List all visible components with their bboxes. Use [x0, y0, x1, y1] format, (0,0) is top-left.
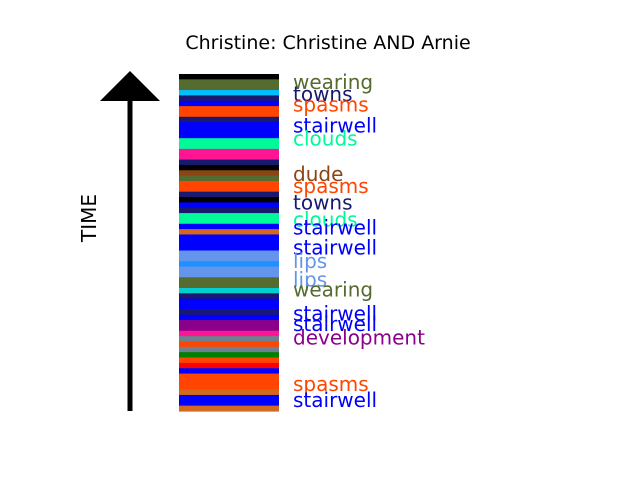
segment-label: spasms — [293, 92, 369, 116]
time-segment — [179, 186, 279, 193]
time-segment — [179, 154, 279, 161]
segment-label: stairwell — [293, 388, 377, 412]
time-segment — [179, 234, 279, 241]
segment-label: stairwell — [293, 301, 377, 325]
time-segment — [179, 148, 279, 155]
time-segment — [179, 389, 279, 396]
time-segment — [179, 277, 279, 284]
time-segment — [179, 298, 279, 305]
time-segment — [179, 218, 279, 225]
segment-label: stairwell — [293, 236, 377, 260]
time-segment — [179, 287, 279, 294]
time-arrow — [100, 71, 160, 411]
time-segment — [179, 362, 279, 369]
segment-label: stairwell — [293, 215, 377, 239]
time-segment — [179, 213, 279, 220]
time-segment — [179, 341, 279, 348]
segment-label: clouds — [293, 208, 358, 232]
time-arrow-head — [100, 71, 160, 101]
segment-stack — [179, 74, 279, 412]
time-segment — [179, 127, 279, 134]
time-segment — [179, 271, 279, 278]
time-segment — [179, 95, 279, 102]
time-segment — [179, 111, 279, 118]
time-segment — [179, 378, 279, 385]
time-segment — [179, 122, 279, 129]
segment-label: stairwell — [293, 312, 377, 336]
time-segment — [179, 373, 279, 380]
time-segment — [179, 384, 279, 391]
time-segment — [179, 346, 279, 353]
time-segment — [179, 325, 279, 332]
segment-label: dude — [293, 162, 343, 186]
time-segment — [179, 304, 279, 310]
time-segment — [179, 202, 279, 209]
y-axis-title: TIME — [77, 194, 101, 243]
segment-label: wearing — [293, 278, 373, 302]
time-segment — [179, 330, 279, 337]
time-segment — [179, 100, 279, 107]
time-segment — [179, 79, 279, 86]
time-segment — [179, 170, 279, 177]
time-segment — [179, 400, 279, 407]
time-segment — [179, 74, 279, 80]
time-segment — [179, 266, 279, 273]
time-segment — [179, 405, 279, 412]
time-segment — [179, 261, 279, 268]
time-segment — [179, 357, 279, 364]
time-segment — [179, 159, 279, 166]
chart-title: Christine: Christine AND Arnie — [185, 32, 470, 54]
time-segment — [179, 223, 279, 230]
time-segment — [179, 143, 279, 150]
segment-label: spasms — [293, 372, 369, 396]
segment-label: clouds — [293, 127, 358, 151]
time-segment — [179, 175, 279, 182]
segment-label: stairwell — [293, 114, 377, 138]
time-segment — [179, 239, 279, 246]
segment-label: spasms — [293, 174, 369, 198]
time-segment — [179, 352, 279, 359]
time-segment — [179, 90, 279, 96]
time-segment — [179, 207, 279, 214]
time-segment — [179, 191, 279, 198]
segment-labels: wearingtownsspasmsstairwellcloudsdudespa… — [293, 70, 425, 412]
time-segment — [179, 320, 279, 327]
time-segment — [179, 164, 279, 171]
time-segment — [179, 245, 279, 252]
time-segment — [179, 116, 279, 123]
segment-label: wearing — [293, 70, 373, 94]
time-segment — [179, 84, 279, 91]
segment-label: lips — [293, 249, 327, 273]
time-segment — [179, 255, 279, 262]
segment-label: towns — [293, 82, 353, 106]
time-segment — [179, 197, 279, 203]
time-segment — [179, 309, 279, 316]
segment-label: lips — [293, 268, 327, 292]
time-segment — [179, 106, 279, 113]
time-segment — [179, 229, 279, 236]
time-segment — [179, 314, 279, 321]
time-segment — [179, 293, 279, 300]
time-segment — [179, 394, 279, 401]
time-segment — [179, 336, 279, 343]
time-segment — [179, 368, 279, 375]
segment-label: towns — [293, 191, 353, 215]
time-segment — [179, 250, 279, 257]
time-segment — [179, 132, 279, 139]
segment-label: development — [293, 326, 425, 350]
time-segment — [179, 282, 279, 289]
time-segment — [179, 180, 279, 187]
time-segment — [179, 138, 279, 145]
